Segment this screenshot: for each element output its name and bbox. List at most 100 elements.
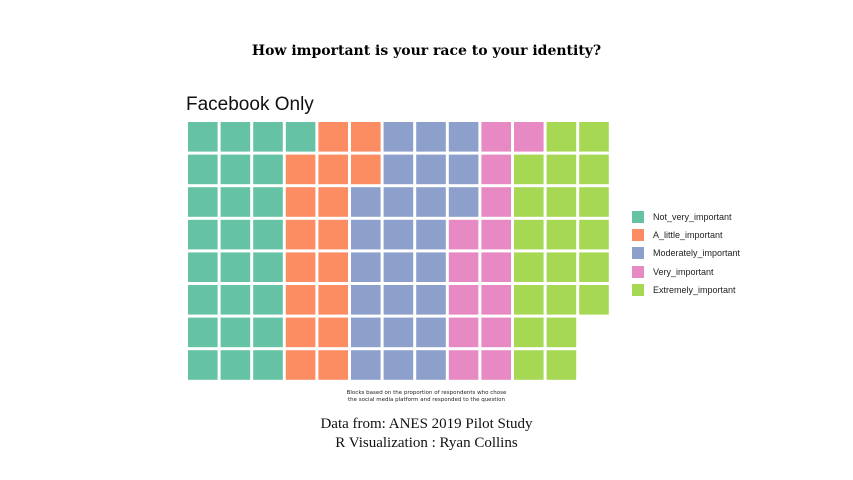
waffle-block-not-very-important <box>188 317 218 348</box>
waffle-block-extremely-important <box>546 350 577 380</box>
waffle-block-a-little-important <box>285 187 316 217</box>
legend-item-a-little-important: A_little_important <box>632 226 740 244</box>
waffle-block-extremely-important <box>514 285 544 315</box>
waffle-block-very-important <box>481 187 511 217</box>
waffle-block-moderately-important <box>448 122 479 152</box>
waffle-block-moderately-important <box>383 219 414 250</box>
waffle-block-moderately-important <box>351 317 381 348</box>
waffle-block-a-little-important <box>285 252 316 282</box>
waffle-block-extremely-important <box>546 122 577 152</box>
waffle-block-not-very-important <box>253 219 283 250</box>
legend-item-very-important: Very_important <box>632 263 740 281</box>
waffle-block-moderately-important <box>416 252 446 282</box>
legend-swatch <box>632 283 644 296</box>
waffle-block-extremely-important <box>579 187 609 217</box>
waffle-block-moderately-important <box>351 350 381 380</box>
legend-label: Extremely_important <box>653 284 736 295</box>
waffle-block-a-little-important <box>285 219 316 250</box>
waffle-block-extremely-important <box>514 252 544 282</box>
waffle-block-a-little-important <box>351 154 381 185</box>
waffle-block-not-very-important <box>220 187 251 217</box>
waffle-block-a-little-important <box>318 122 348 152</box>
source-line-visualization: R Visualization : Ryan Collins <box>335 435 518 451</box>
waffle-block-moderately-important <box>351 187 381 217</box>
waffle-block-moderately-important <box>416 122 446 152</box>
waffle-block-a-little-important <box>318 252 348 282</box>
waffle-block-not-very-important <box>220 122 251 152</box>
panel-title: Facebook Only <box>186 94 314 115</box>
waffle-block-moderately-important <box>416 219 446 250</box>
waffle-block-not-very-important <box>188 252 218 282</box>
waffle-block-a-little-important <box>285 154 316 185</box>
waffle-block-not-very-important <box>188 350 218 380</box>
waffle-block-not-very-important <box>253 350 283 380</box>
waffle-block-a-little-important <box>318 317 348 348</box>
legend-swatch <box>632 265 644 278</box>
waffle-block-not-very-important <box>220 285 251 315</box>
waffle-block-extremely-important <box>546 219 577 250</box>
source-line-data: Data from: ANES 2019 Pilot Study <box>320 416 533 432</box>
waffle-block-very-important <box>481 350 511 380</box>
waffle-block-extremely-important <box>514 219 544 250</box>
legend-item-extremely-important: Extremely_important <box>632 281 740 299</box>
waffle-block-extremely-important <box>579 252 609 282</box>
waffle-block-not-very-important <box>220 154 251 185</box>
legend-item-not-very-important: Not_very_important <box>632 208 740 226</box>
waffle-block-extremely-important <box>514 154 544 185</box>
waffle-block-moderately-important <box>416 350 446 380</box>
waffle-block-a-little-important <box>318 285 348 315</box>
waffle-block-very-important <box>514 122 544 152</box>
waffle-block-not-very-important <box>188 219 218 250</box>
chart-caption: Blocks based on the proportion of respon… <box>0 390 853 404</box>
waffle-block-a-little-important <box>285 350 316 380</box>
waffle-block-moderately-important <box>383 285 414 315</box>
waffle-block-very-important <box>481 252 511 282</box>
legend-swatch <box>632 229 644 242</box>
waffle-block-a-little-important <box>285 317 316 348</box>
waffle-block-extremely-important <box>546 285 577 315</box>
waffle-block-not-very-important <box>188 122 218 152</box>
waffle-block-moderately-important <box>416 154 446 185</box>
waffle-block-not-very-important <box>220 252 251 282</box>
waffle-block-very-important <box>448 285 479 315</box>
waffle-block-moderately-important <box>416 285 446 315</box>
waffle-block-not-very-important <box>253 285 283 315</box>
legend-label: A_little_important <box>653 230 723 241</box>
waffle-block-not-very-important <box>253 252 283 282</box>
waffle-block-not-very-important <box>220 219 251 250</box>
waffle-block-extremely-important <box>546 154 577 185</box>
waffle-block-not-very-important <box>188 285 218 315</box>
waffle-block-extremely-important <box>546 252 577 282</box>
waffle-block-a-little-important <box>351 122 381 152</box>
legend-label: Moderately_important <box>653 248 741 259</box>
waffle-block-a-little-important <box>318 350 348 380</box>
waffle-block-moderately-important <box>383 252 414 282</box>
waffle-block-not-very-important <box>188 187 218 217</box>
waffle-block-not-very-important <box>188 154 218 185</box>
waffle-block-extremely-important <box>514 350 544 380</box>
waffle-block-a-little-important <box>318 154 348 185</box>
waffle-block-a-little-important <box>318 187 348 217</box>
waffle-block-moderately-important <box>383 317 414 348</box>
waffle-block-extremely-important <box>579 154 609 185</box>
legend-label: Very_important <box>653 266 714 277</box>
waffle-block-not-very-important <box>253 317 283 348</box>
waffle-block-moderately-important <box>383 350 414 380</box>
main-title: How important is your race to your ident… <box>251 43 602 59</box>
waffle-block-moderately-important <box>416 317 446 348</box>
waffle-block-very-important <box>481 122 511 152</box>
legend-item-moderately-important: Moderately_important <box>632 244 740 262</box>
waffle-block-very-important <box>481 285 511 315</box>
waffle-block-very-important <box>448 350 479 380</box>
legend-swatch <box>632 211 644 224</box>
waffle-block-not-very-important <box>253 122 283 152</box>
waffle-block-moderately-important <box>448 187 479 217</box>
waffle-block-moderately-important <box>351 285 381 315</box>
waffle-block-moderately-important <box>351 252 381 282</box>
waffle-block-extremely-important <box>546 317 577 348</box>
waffle-block-extremely-important <box>514 187 544 217</box>
waffle-block-not-very-important <box>253 154 283 185</box>
waffle-block-not-very-important <box>285 122 316 152</box>
waffle-block-very-important <box>481 219 511 250</box>
